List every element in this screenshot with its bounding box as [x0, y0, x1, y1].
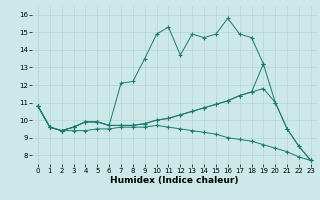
X-axis label: Humidex (Indice chaleur): Humidex (Indice chaleur) [110, 176, 239, 185]
